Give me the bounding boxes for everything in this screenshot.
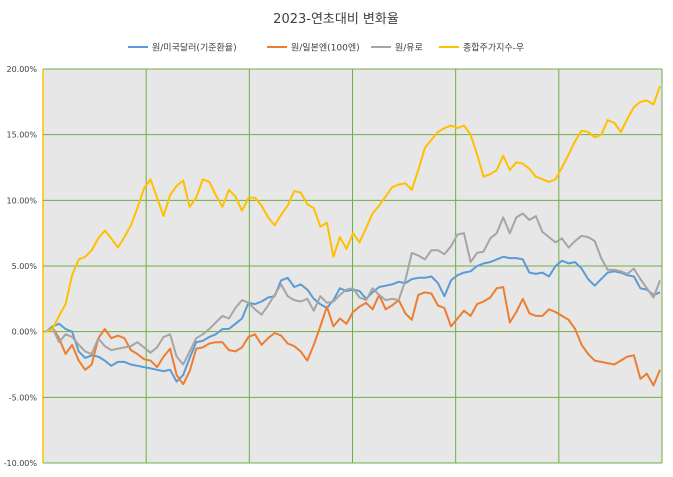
- legend-item: 원/일본엔(100엔): [267, 43, 360, 54]
- legend-item: 원/유로: [371, 43, 423, 54]
- y-tick-label: -5.00%: [9, 393, 38, 402]
- legend-item: 종합주가지수-우: [439, 43, 524, 54]
- y-tick-label: 15.00%: [6, 131, 37, 140]
- legend-item: 원/미국달러(기준환율): [128, 42, 237, 54]
- series-line-2: [45, 212, 661, 366]
- y-tick-label: 10.00%: [6, 196, 37, 205]
- y-tick-label: 5.00%: [12, 262, 38, 271]
- chart-title: 2023-연초대비 변화율: [273, 12, 399, 27]
- y-gridlines: [43, 68, 662, 464]
- series-line-1: [45, 286, 661, 387]
- legend-label: 원/유로: [395, 43, 423, 54]
- series-layer: [45, 85, 661, 387]
- y-tick-label: 20.00%: [6, 65, 37, 74]
- y-tick-label: 0.00%: [12, 328, 38, 337]
- legend-label: 원/일본엔(100엔): [291, 43, 360, 54]
- y-tick-label: -10.00%: [4, 459, 38, 468]
- legend-label: 종합주가지수-우: [463, 43, 524, 54]
- legend: 원/미국달러(기준환율) 원/일본엔(100엔) 원/유로 종합주가지수-우: [128, 42, 524, 54]
- legend-label: 원/미국달러(기준환율): [152, 42, 237, 54]
- y-axis-ticks: -10.00% -5.00% 0.00% 5.00% 10.00% 15.00% 20.00…: [4, 65, 38, 468]
- series-line-3: [45, 85, 661, 333]
